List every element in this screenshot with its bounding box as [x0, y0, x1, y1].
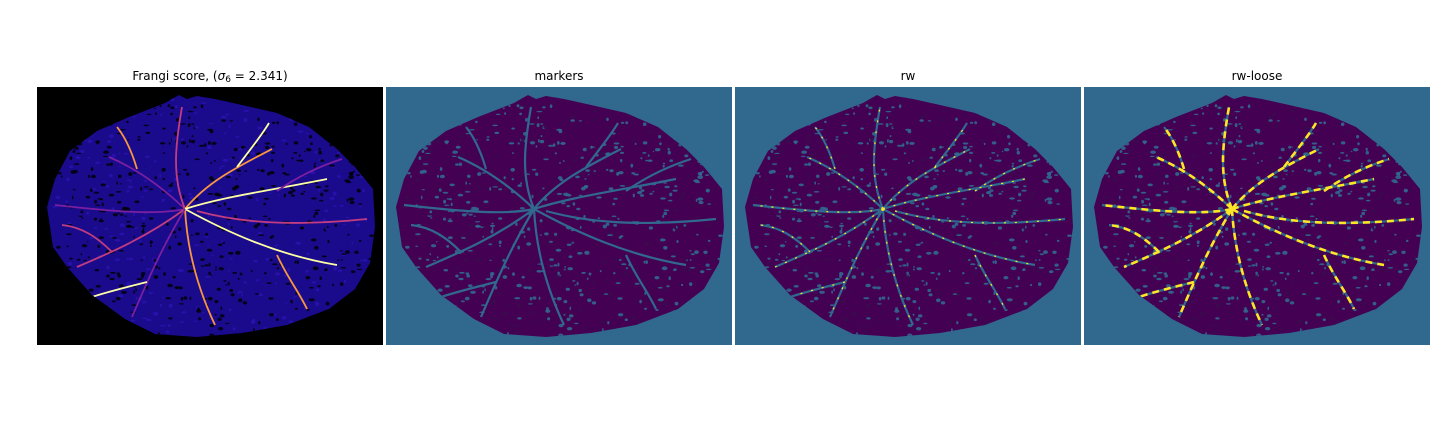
retina-region — [47, 95, 375, 337]
vessel-channel — [872, 106, 885, 210]
panel-title-rw-loose: rw-loose — [1231, 69, 1283, 83]
vessel-segment — [1282, 122, 1318, 168]
vessel-segment — [1323, 157, 1390, 193]
vessel-channel — [410, 223, 462, 253]
vessel-segment — [61, 224, 113, 253]
vessel-segment — [184, 178, 328, 210]
vessel-channel — [532, 208, 565, 326]
vessel-segment — [76, 208, 186, 268]
vessel-segment — [1221, 106, 1234, 210]
vessel-segment — [1108, 223, 1160, 253]
vessel-segment — [1123, 207, 1233, 269]
vessel-channel — [457, 155, 535, 210]
vessel-channel — [465, 126, 488, 170]
panel-title-frangi: Frangi score, (σ6 = 2.341) — [37, 69, 383, 85]
vessel-segment — [774, 208, 884, 268]
vessel-segment — [175, 106, 186, 210]
vessel-segment — [1138, 280, 1195, 299]
vessel-segment — [1243, 209, 1415, 225]
vessel-segment — [276, 254, 308, 310]
panel-title-markers: markers — [534, 69, 584, 83]
vessel-segment — [882, 208, 914, 326]
retina-region — [396, 95, 724, 337]
vessel-segment — [184, 208, 216, 326]
markers-image — [386, 87, 732, 345]
vessel-channel — [479, 208, 535, 318]
vessel-segment — [1231, 177, 1375, 211]
vessel-segment — [1230, 208, 1264, 326]
vessel-segment — [1162, 126, 1186, 170]
vessel-channel — [882, 208, 1036, 267]
vessel-segment — [1231, 207, 1385, 267]
vessel-channel — [882, 148, 971, 210]
vessel-channel — [533, 177, 677, 211]
sigma-subscript: 6 — [225, 75, 231, 85]
image-panel-markers — [386, 87, 732, 345]
vessel-channel — [759, 223, 811, 253]
vessel-channel — [403, 203, 535, 214]
vessel-segment — [1177, 208, 1234, 318]
vessel-segment — [1101, 203, 1233, 214]
vessel-channel — [585, 122, 619, 168]
vessel-channel — [545, 209, 717, 225]
vessel-channel — [625, 157, 692, 192]
image-panel-frangi — [37, 87, 383, 345]
vessel-channel — [973, 254, 1006, 310]
vessel-segment — [116, 126, 138, 170]
panel-title-rw: rw — [900, 69, 916, 83]
rw-image — [735, 87, 1081, 345]
retina-region — [1094, 95, 1422, 337]
vessel-segment — [1230, 147, 1320, 210]
sigma-symbol: σ — [217, 69, 226, 83]
vessel-channel — [882, 177, 1026, 211]
vessel-segment — [196, 210, 368, 224]
image-panel-rw — [735, 87, 1081, 345]
vessel-channel — [440, 280, 497, 299]
vessel-segment — [54, 204, 186, 214]
vessel-channel — [934, 122, 968, 168]
vessel-channel — [789, 280, 846, 299]
vessel-segment — [184, 208, 338, 266]
vessel-channel — [828, 208, 884, 318]
vessel-channel — [533, 148, 622, 210]
vessel-segment — [91, 281, 148, 298]
vessel-segment — [894, 210, 1066, 224]
frangi-image — [37, 87, 383, 345]
vessel-channel — [533, 208, 687, 267]
vessel-channel — [523, 106, 536, 210]
vessel-channel — [624, 254, 657, 310]
rw-loose-image — [1084, 87, 1430, 345]
image-panel-rw-loose — [1084, 87, 1430, 345]
vessel-segment — [236, 122, 270, 168]
vessel-segment — [1322, 254, 1356, 310]
panel-title-prefix: Frangi score, ( — [132, 69, 218, 83]
vessel-channel — [806, 155, 884, 210]
vessel-channel — [1155, 155, 1233, 210]
vessel-segment — [752, 204, 884, 213]
vessel-segment — [108, 156, 186, 210]
vessel-segment — [131, 208, 186, 318]
vessel-segment — [184, 148, 273, 210]
vessel-segment — [276, 158, 343, 192]
retina-region — [745, 95, 1073, 337]
panel-title-suffix: = 2.341) — [230, 69, 288, 83]
vessel-channel — [425, 208, 535, 269]
vessel-channel — [814, 126, 837, 170]
